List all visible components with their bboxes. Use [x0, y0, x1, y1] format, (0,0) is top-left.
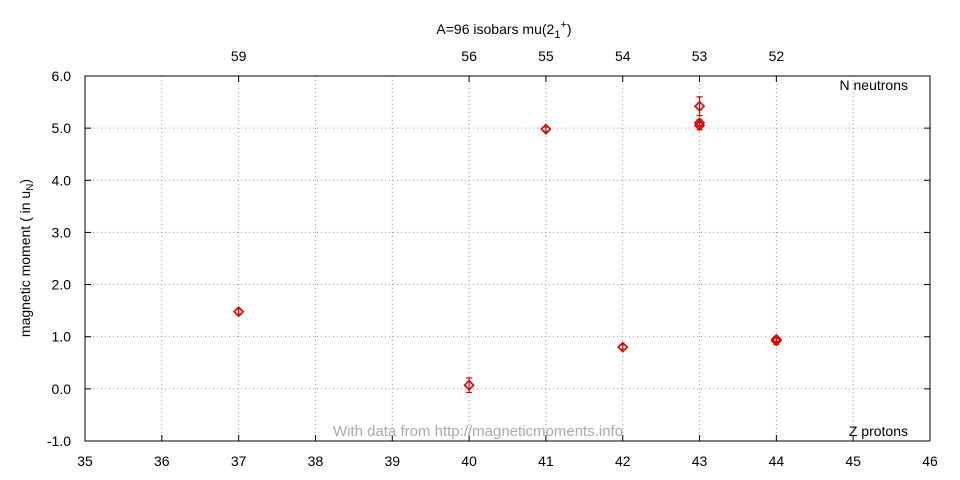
top-tick-label: 56 — [461, 48, 477, 64]
top-tick-label: 54 — [615, 48, 631, 64]
diamond-marker — [617, 341, 629, 353]
y-tick-label: 1.0 — [52, 329, 72, 345]
protons-label: Z protons — [849, 423, 908, 439]
data-point — [233, 306, 245, 318]
diamond-marker — [693, 100, 706, 112]
x-tick-label: 38 — [308, 453, 324, 469]
data-point — [693, 96, 706, 117]
top-tick-label: 53 — [692, 48, 708, 64]
data-point — [463, 377, 475, 394]
watermark: With data from http://magneticmoments.in… — [333, 423, 623, 440]
x-tick-label: 43 — [692, 453, 708, 469]
y-tick-label: 3.0 — [52, 224, 72, 240]
diamond-marker — [540, 123, 552, 135]
data-point — [617, 341, 629, 353]
top-tick-label: 55 — [538, 48, 554, 64]
x-tick-label: 45 — [845, 453, 861, 469]
diamond-marker — [693, 119, 706, 132]
top-tick-label: 59 — [231, 48, 247, 64]
x-tick-label: 46 — [922, 453, 938, 469]
diamond-marker — [463, 379, 475, 391]
data-point — [770, 333, 782, 345]
data-point — [693, 119, 706, 132]
y-tick-label: 0.0 — [52, 381, 72, 397]
y-tick-label: 4.0 — [52, 172, 72, 188]
y-tick-label: 5.0 — [52, 120, 72, 136]
x-tick-label: 42 — [615, 453, 631, 469]
axes — [84, 75, 931, 442]
x-tick-label: 40 — [461, 453, 477, 469]
top-tick-label: 52 — [769, 48, 785, 64]
x-tick-label: 37 — [231, 453, 247, 469]
neutrons-label: N neutrons — [840, 77, 908, 93]
data-point — [540, 123, 552, 135]
data-points — [233, 96, 782, 394]
y-tick-label: 2.0 — [52, 277, 72, 293]
y-tick-label: -1.0 — [47, 433, 71, 449]
chart-title: A=96 isobars mu(21+) — [436, 19, 571, 41]
tick-labels: 35 36 37 38 39 40 41 42 43 44 45 46 -1.0 0.0 1.0 2.0 3.0… — [47, 48, 938, 469]
y-axis-label: magnetic moment ( in uN) — [17, 179, 36, 337]
tick-marks — [84, 75, 931, 442]
plot-frame — [84, 75, 931, 442]
diamond-marker — [233, 306, 245, 318]
x-tick-label: 35 — [77, 453, 93, 469]
diamond-marker — [770, 335, 782, 347]
y-tick-label: 6.0 — [52, 68, 72, 84]
x-tick-label: 39 — [384, 453, 400, 469]
x-tick-label: 41 — [538, 453, 554, 469]
diamond-marker — [770, 333, 782, 345]
grid-lines — [85, 76, 930, 441]
x-tick-label: 44 — [769, 453, 785, 469]
x-tick-label: 36 — [154, 453, 170, 469]
